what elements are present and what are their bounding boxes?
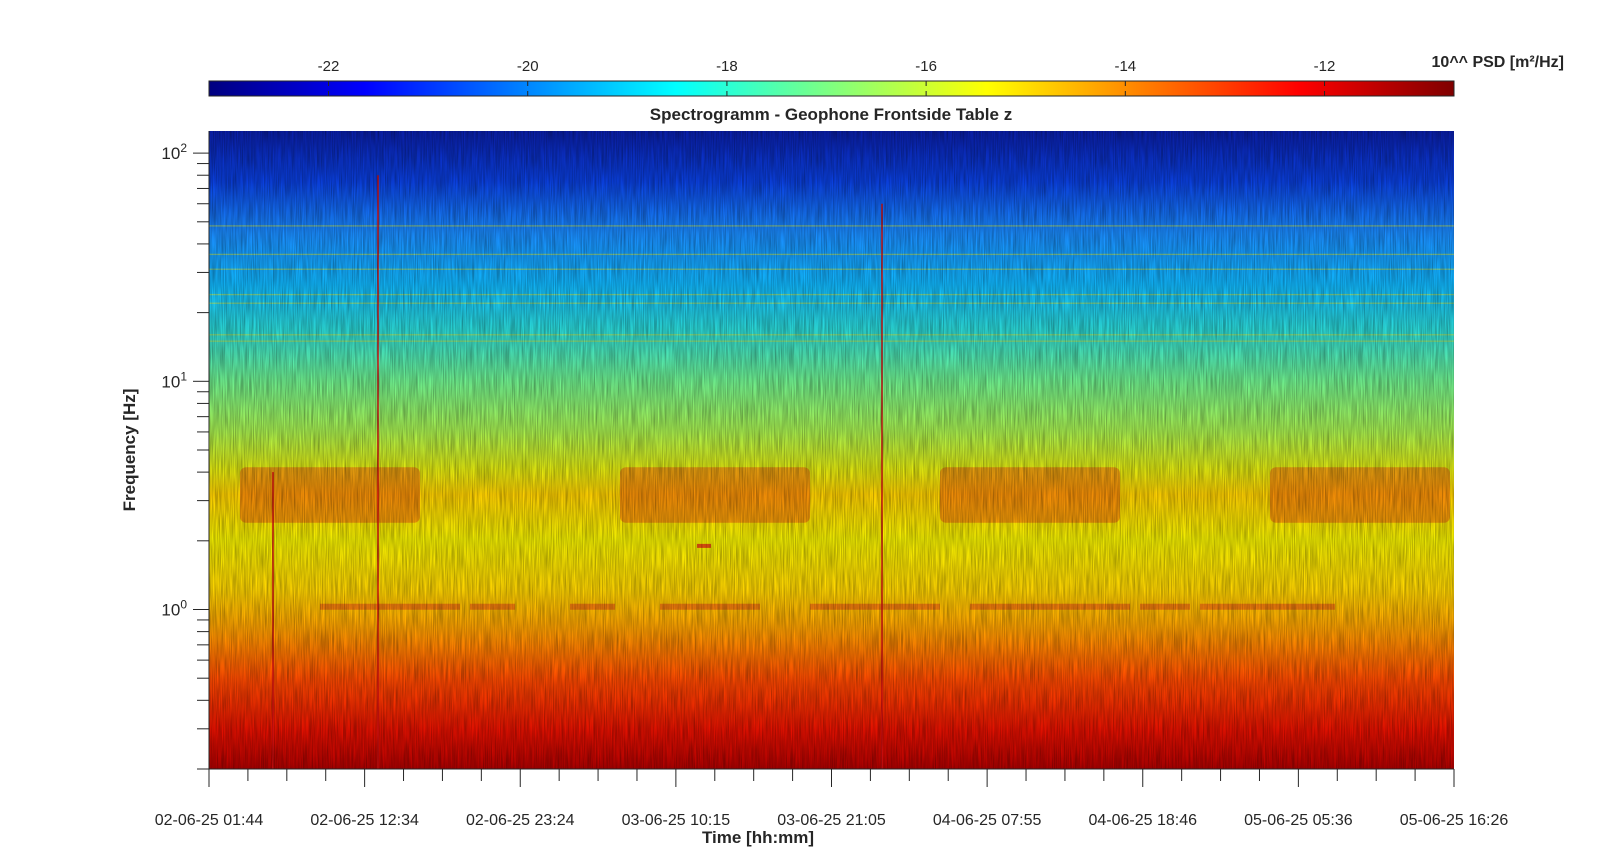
y-axis-ticks: 100 101 102 <box>161 141 209 770</box>
colorbar-gradient <box>208 80 1455 97</box>
colorbar-tick-label: -22 <box>318 58 340 75</box>
x-tick-label: 02-06-25 23:24 <box>466 812 575 829</box>
x-tick-label: 04-06-25 18:46 <box>1088 812 1197 829</box>
colorbar-tick-label: -16 <box>915 58 937 75</box>
y-axis-label: Frequency [Hz] <box>120 389 139 512</box>
x-tick-label: 03-06-25 21:05 <box>777 812 886 829</box>
y-tick-label: 100 <box>161 598 187 620</box>
x-tick-label: 02-06-25 12:34 <box>310 812 419 829</box>
y-tick-label: 102 <box>161 141 187 163</box>
colorbar-tick-label: -12 <box>1314 58 1336 75</box>
colorbar-tick-label: -20 <box>517 58 539 75</box>
x-axis-ticks: 02-06-25 01:44 02-06-25 12:34 02-06-25 23:… <box>155 769 1509 829</box>
colorbar-tick-label: -14 <box>1114 58 1136 75</box>
x-tick-label: 02-06-25 01:44 <box>155 812 264 829</box>
colorbar: -22 -20 -18 -16 -14 -12 10^^ PSD [m²/Hz] <box>208 54 1564 97</box>
x-tick-label: 05-06-25 16:26 <box>1400 812 1509 829</box>
x-tick-label: 04-06-25 07:55 <box>933 812 1042 829</box>
x-tick-label: 03-06-25 10:15 <box>622 812 731 829</box>
colorbar-label: 10^^ PSD [m²/Hz] <box>1432 54 1564 71</box>
colorbar-tick-label: -18 <box>716 58 738 75</box>
chart-title: Spectrogramm - Geophone Frontside Table … <box>650 105 1012 124</box>
x-tick-label: 05-06-25 05:36 <box>1244 812 1353 829</box>
spectrogram-heatmap <box>209 131 1454 769</box>
colorbar-ticks: -22 -20 -18 -16 -14 -12 <box>318 58 1336 96</box>
y-tick-label: 101 <box>161 369 187 391</box>
x-axis-label: Time [hh:mm] <box>702 828 814 847</box>
